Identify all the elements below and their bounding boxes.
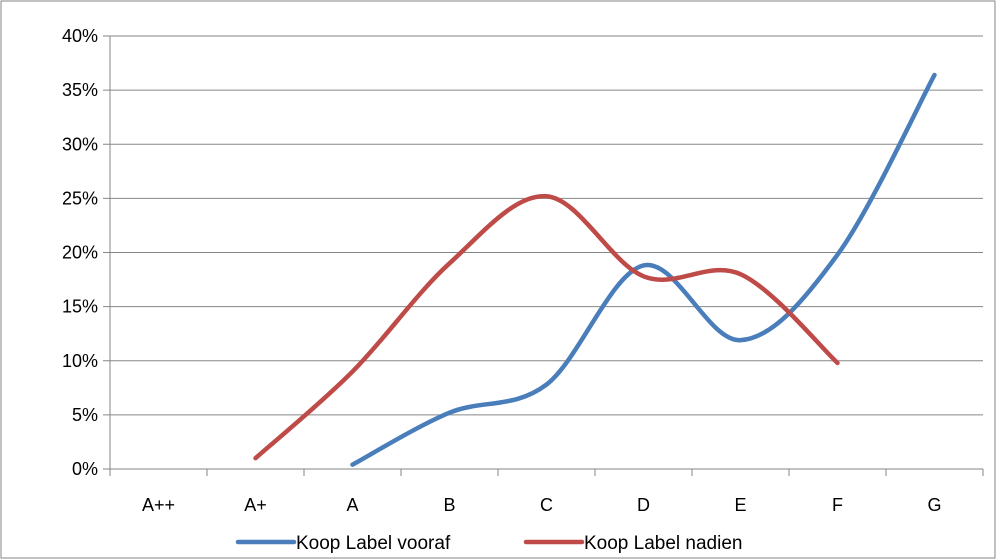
y-tick-label: 0% xyxy=(72,459,98,479)
y-tick-label: 35% xyxy=(62,80,98,100)
y-tick-label: 15% xyxy=(62,297,98,317)
x-tick-label: C xyxy=(540,495,553,515)
legend-label-2: Koop Label nadien xyxy=(584,533,742,554)
x-tick-label: A++ xyxy=(142,495,175,515)
legend: Koop Label vooraf Koop Label nadien xyxy=(235,533,742,554)
x-tick-label: B xyxy=(443,495,455,515)
x-tick-label: E xyxy=(734,495,746,515)
series-line-1 xyxy=(350,72,937,467)
x-tick-label: A xyxy=(346,495,358,515)
axes xyxy=(103,35,984,476)
legend-label-1: Koop Label vooraf xyxy=(296,533,451,554)
series xyxy=(253,72,937,467)
x-tick-label: D xyxy=(637,495,650,515)
x-tick-label: G xyxy=(927,495,941,515)
x-tick-label: F xyxy=(832,495,843,515)
tick-labels: 0% 5% 10% 15% 20% 25% 30% 35% 40% A++ A+ A B C D E F G xyxy=(62,26,942,515)
y-tick-label: 20% xyxy=(62,243,98,263)
x-tick-label: A+ xyxy=(244,495,267,515)
y-tick-label: 25% xyxy=(62,188,98,208)
y-tick-label: 30% xyxy=(62,134,98,154)
y-tick-label: 5% xyxy=(72,405,98,425)
y-tick-label: 40% xyxy=(62,26,98,46)
series-line-2 xyxy=(253,193,840,461)
y-tick-label: 10% xyxy=(62,351,98,371)
